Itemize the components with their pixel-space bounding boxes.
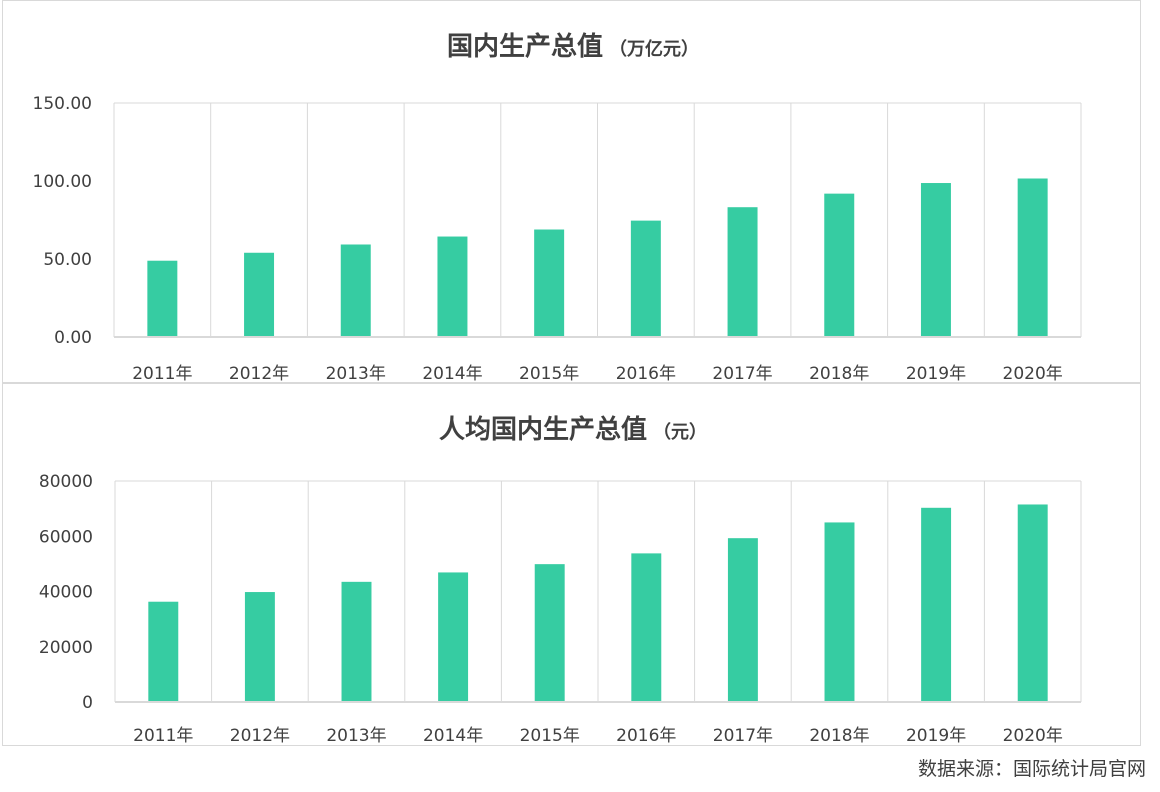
- gdp-bar-10: [1018, 179, 1048, 337]
- gdp-per-capita-bar-2: [245, 592, 275, 702]
- gdp-bar-1: [147, 261, 177, 337]
- gdp-per-capita-x-tick-label: 2020年: [1003, 726, 1063, 746]
- gdp-per-capita-bar-4: [438, 572, 468, 702]
- gdp-bar-8: [824, 194, 854, 337]
- gdp-per-capita-title-unit: （元）: [653, 422, 707, 443]
- gdp-y-tick-label: 150.00: [33, 94, 92, 114]
- gdp-per-capita-chart: 人均国内生产总值 （元） 0 20000 40000 60000 80000 2011年 201…: [3, 384, 1142, 747]
- gdp-per-capita-bar-1: [148, 602, 178, 702]
- gdp-bar-9: [921, 183, 951, 337]
- gdp-x-tick-label: 2011年: [132, 364, 192, 384]
- gdp-x-tick-label: 2016年: [616, 364, 676, 384]
- gdp-title-unit: （万亿元）: [609, 38, 699, 60]
- gdp-x-tick-label: 2012年: [229, 364, 289, 384]
- gdp-y-tick-label: 50.00: [43, 250, 92, 270]
- gdp-per-capita-x-tick-label: 2019年: [906, 726, 966, 746]
- gdp-chart-title: 国内生产总值 （万亿元）: [447, 32, 699, 62]
- gdp-per-capita-chart-panel: 人均国内生产总值 （元） 0 20000 40000 60000 80000 2011年 201…: [2, 383, 1141, 746]
- gdp-per-capita-x-tick-label: 2017年: [713, 726, 773, 746]
- gdp-per-capita-bar-7: [728, 538, 758, 702]
- data-source-note: 数据来源：国际统计局官网: [918, 754, 1146, 781]
- gdp-bar-4: [437, 237, 467, 337]
- gdp-per-capita-bar-9: [921, 508, 951, 702]
- gdp-per-capita-y-tick-label: 0: [82, 693, 93, 713]
- gdp-per-capita-x-tick-label: 2014年: [423, 726, 483, 746]
- gdp-x-tick-label: 2017年: [712, 364, 772, 384]
- gdp-x-tick-label: 2015年: [519, 364, 579, 384]
- gdp-x-tick-label: 2014年: [422, 364, 482, 384]
- gdp-bar-7: [728, 207, 758, 337]
- gdp-title-main: 国内生产总值: [447, 32, 603, 62]
- gdp-per-capita-x-tick-label: 2018年: [809, 726, 869, 746]
- gdp-x-tick-label: 2019年: [906, 364, 966, 384]
- gdp-bar-2: [244, 253, 274, 337]
- gdp-per-capita-chart-title: 人均国内生产总值 （元）: [439, 415, 707, 445]
- gdp-bar-5: [534, 230, 564, 337]
- gdp-per-capita-bar-8: [825, 522, 855, 702]
- gdp-per-capita-x-tick-label: 2013年: [326, 726, 386, 746]
- gdp-chart: 国内生产总值 （万亿元） 0.00 50.00 100.00 150.00 2011年 201…: [3, 1, 1142, 384]
- gdp-per-capita-bar-10: [1018, 504, 1048, 702]
- gdp-per-capita-y-tick-label: 20000: [39, 638, 93, 658]
- gdp-x-tick-label: 2020年: [1003, 364, 1063, 384]
- gdp-per-capita-y-tick-label: 40000: [39, 583, 93, 603]
- gdp-x-tick-label: 2013年: [326, 364, 386, 384]
- gdp-per-capita-x-tick-label: 2016年: [616, 726, 676, 746]
- gdp-per-capita-x-tick-label: 2015年: [520, 726, 580, 746]
- gdp-bar-6: [631, 221, 661, 337]
- gdp-bar-3: [341, 244, 371, 337]
- gdp-y-tick-label: 0.00: [54, 328, 92, 348]
- gdp-per-capita-x-tick-label: 2011年: [133, 726, 193, 746]
- gdp-x-tick-label: 2018年: [809, 364, 869, 384]
- gdp-per-capita-bar-3: [342, 582, 372, 702]
- gdp-per-capita-y-tick-label: 80000: [39, 472, 93, 492]
- gdp-per-capita-bar-5: [535, 564, 565, 702]
- gdp-per-capita-x-tick-label: 2012年: [230, 726, 290, 746]
- gdp-per-capita-y-tick-label: 60000: [39, 527, 93, 547]
- gdp-per-capita-title-main: 人均国内生产总值: [439, 415, 647, 445]
- gdp-per-capita-bar-6: [631, 553, 661, 702]
- gdp-chart-panel: 国内生产总值 （万亿元） 0.00 50.00 100.00 150.00 2011年 201…: [2, 0, 1141, 383]
- gdp-y-tick-label: 100.00: [33, 172, 92, 192]
